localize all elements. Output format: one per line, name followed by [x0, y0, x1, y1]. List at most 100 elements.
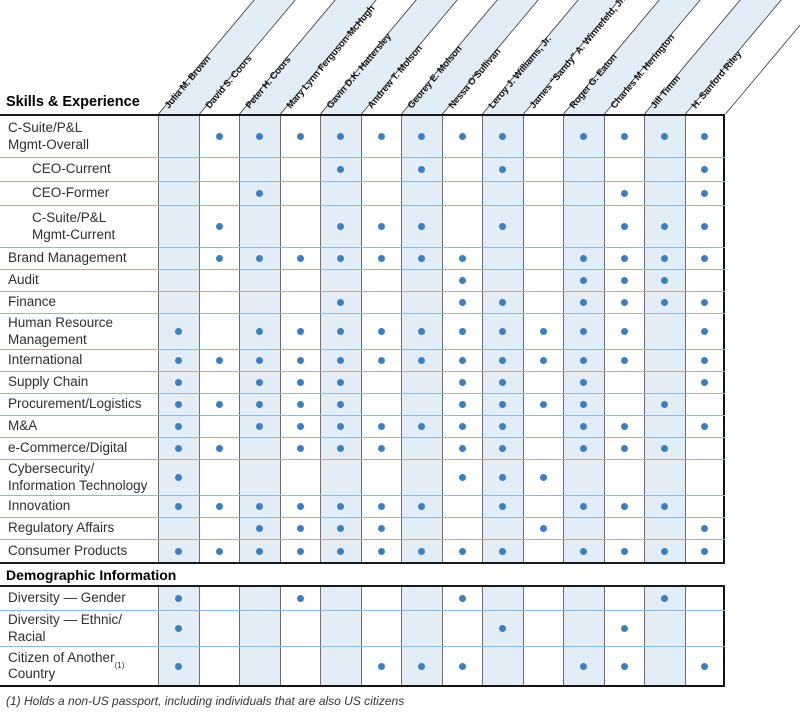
dot [337, 445, 345, 452]
row-label: e-Commerce/Digital [8, 440, 128, 456]
dot [620, 423, 628, 430]
matrix-cell [360, 292, 401, 313]
dot [256, 357, 264, 364]
dot [337, 133, 345, 140]
matrix-cell [198, 292, 239, 313]
dot [377, 223, 385, 230]
matrix-cell [360, 647, 401, 685]
matrix-cell [603, 248, 644, 269]
table-row: Regulatory Affairs [0, 518, 725, 540]
matrix-cell [360, 350, 401, 371]
matrix-cell [603, 460, 644, 495]
matrix-cell [320, 270, 361, 291]
matrix-cell [563, 206, 604, 247]
matrix-cell [684, 292, 725, 313]
dot [620, 662, 628, 670]
matrix-cell [198, 372, 239, 393]
dot [580, 445, 588, 452]
matrix-cell [279, 270, 320, 291]
row-label: Regulatory Affairs [8, 520, 115, 536]
matrix-cell [320, 182, 361, 205]
matrix-cell [320, 540, 361, 562]
matrix-cell [482, 540, 523, 562]
table-row: Diversity — Gender [0, 587, 725, 611]
dot [418, 328, 426, 335]
matrix-cell [360, 394, 401, 415]
matrix-cell [482, 158, 523, 181]
matrix-cell [644, 372, 685, 393]
row-label: Procurement/Logistics [8, 396, 142, 412]
dot [458, 379, 466, 386]
dot [661, 223, 669, 230]
matrix-cell [198, 248, 239, 269]
dot [418, 503, 426, 510]
dot [499, 445, 507, 452]
matrix-cell [279, 182, 320, 205]
matrix-cell [279, 350, 320, 371]
matrix-cell [198, 206, 239, 247]
dot [337, 525, 345, 532]
matrix-cell [603, 438, 644, 459]
matrix-cell [522, 350, 563, 371]
matrix-cell [360, 158, 401, 181]
matrix-cell [563, 116, 604, 157]
matrix-cell [522, 206, 563, 247]
dot [175, 662, 183, 670]
row-label: Diversity — Gender [8, 590, 126, 606]
matrix-cell [482, 496, 523, 517]
dot [458, 299, 466, 306]
matrix-cell [401, 248, 442, 269]
matrix-cell [684, 460, 725, 495]
row-label: CEO-Current [32, 161, 111, 177]
dot [296, 423, 304, 430]
matrix-cell [603, 647, 644, 685]
dot [418, 662, 426, 670]
matrix-cell [441, 647, 482, 685]
matrix-cell [239, 350, 280, 371]
matrix-cell [279, 394, 320, 415]
matrix-cell [563, 292, 604, 313]
matrix-cell [158, 372, 199, 393]
dot [256, 503, 264, 510]
dot [458, 401, 466, 408]
dot [296, 547, 304, 555]
matrix-header: Skills & Experience Julia M. Brown David … [0, 0, 800, 116]
dot [296, 401, 304, 408]
matrix-cell [279, 158, 320, 181]
matrix-cell [684, 518, 725, 539]
matrix-cell [441, 206, 482, 247]
matrix-cell [522, 496, 563, 517]
dot [296, 133, 304, 140]
table-row: Finance [0, 292, 725, 314]
table-row: M&A [0, 416, 725, 438]
matrix-cell [198, 460, 239, 495]
matrix-cell [644, 460, 685, 495]
matrix-cell [441, 248, 482, 269]
dot [539, 328, 547, 335]
matrix-cell [198, 438, 239, 459]
matrix-cell [198, 416, 239, 437]
matrix-cell [320, 587, 361, 610]
matrix-cell [401, 158, 442, 181]
dot [256, 379, 264, 386]
matrix-cell [401, 647, 442, 685]
dot [418, 255, 426, 262]
dot [377, 547, 385, 555]
dot [661, 445, 669, 452]
dot [700, 662, 708, 670]
dot [215, 255, 223, 262]
dot [337, 223, 345, 230]
dot [337, 379, 345, 386]
matrix-cell [401, 206, 442, 247]
matrix-cell [239, 587, 280, 610]
dot [620, 190, 628, 197]
matrix-cell [482, 182, 523, 205]
dot [700, 423, 708, 430]
matrix-cell [158, 394, 199, 415]
dot [580, 547, 588, 555]
matrix-cell [239, 158, 280, 181]
matrix-cell [401, 314, 442, 349]
matrix-cell [441, 518, 482, 539]
matrix-cell [482, 206, 523, 247]
row-label: Citizen of Another Country (1) [8, 649, 125, 681]
